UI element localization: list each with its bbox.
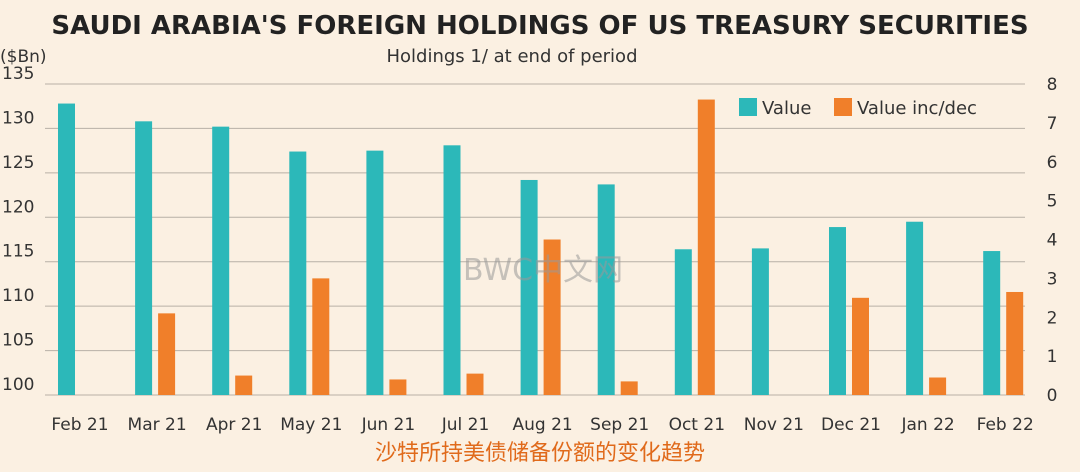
bar-inc-dec <box>235 375 253 395</box>
bar-value <box>58 103 75 395</box>
right-tick-label: 8 <box>1047 75 1058 95</box>
bars <box>58 99 1024 396</box>
right-tick-label: 3 <box>1047 269 1058 289</box>
bar-inc-dec <box>852 297 869 395</box>
chart-subtitle: Holdings 1/ at end of period <box>387 46 638 67</box>
bar-value <box>597 184 615 395</box>
right-tick-label: 6 <box>1047 153 1058 173</box>
left-tick-label: 110 <box>2 286 34 306</box>
bar-inc-dec <box>466 373 484 395</box>
right-tick-label: 5 <box>1047 192 1058 212</box>
right-tick-label: 1 <box>1047 347 1058 367</box>
category-label: Sep 21 <box>590 415 649 435</box>
bar-inc-dec <box>389 379 407 395</box>
right-tick-label: 7 <box>1047 114 1058 134</box>
bar-inc-dec <box>158 313 176 395</box>
bar-inc-dec <box>1006 291 1024 395</box>
left-axis-unit: ($Bn) <box>0 47 47 67</box>
bar-inc-dec <box>620 381 638 395</box>
right-tick-label: 2 <box>1047 308 1058 328</box>
category-label: Jun 21 <box>361 415 416 435</box>
legend-label-value: Value <box>762 98 811 119</box>
bar-value <box>906 221 924 395</box>
category-label: Jul 21 <box>441 415 490 435</box>
category-label: Aug 21 <box>512 415 572 435</box>
bar-value <box>212 126 230 395</box>
watermark: BWC中文网 <box>463 253 623 288</box>
left-tick-label: 100 <box>2 375 34 395</box>
bar-value <box>829 227 846 395</box>
left-tick-label: 120 <box>2 197 34 217</box>
category-label: Mar 21 <box>128 415 187 435</box>
legend-swatch-incdec <box>834 98 852 116</box>
caption: 沙特所持美债储备份额的变化趋势 <box>375 441 705 466</box>
category-label: May 21 <box>280 415 342 435</box>
category-label: Nov 21 <box>744 415 804 435</box>
bar-value <box>366 150 384 395</box>
legend: Value Value inc/dec <box>739 98 977 119</box>
bar-inc-dec <box>543 239 561 395</box>
left-tick-label: 105 <box>2 331 34 351</box>
left-axis-ticks: 100 105 110 115 120 125 130 135 <box>2 64 34 395</box>
bar-value <box>135 121 153 395</box>
left-tick-label: 130 <box>2 108 34 128</box>
bar-inc-dec <box>929 377 947 395</box>
bar-value <box>520 179 538 395</box>
category-label: Jan 22 <box>900 415 954 435</box>
left-tick-label: 135 <box>2 64 34 84</box>
bar-inc-dec <box>697 99 715 396</box>
bar-inc-dec <box>312 278 330 395</box>
bar-value <box>443 145 461 395</box>
chart-title: SAUDI ARABIA'S FOREIGN HOLDINGS OF US TR… <box>51 11 1028 41</box>
bar-value <box>751 248 769 395</box>
right-tick-label: 0 <box>1047 386 1058 406</box>
category-label: Feb 21 <box>51 415 108 435</box>
legend-label-incdec: Value inc/dec <box>857 98 977 119</box>
bar-value <box>983 251 1001 395</box>
right-tick-label: 4 <box>1047 231 1058 251</box>
bar-value <box>289 151 307 395</box>
legend-swatch-value <box>739 98 757 116</box>
category-labels: Feb 21 Mar 21 Apr 21 May 21 Jun 21 Jul 21 Aug … <box>51 415 1033 435</box>
bar-value <box>674 249 692 395</box>
category-label: Feb 22 <box>977 415 1034 435</box>
category-label: Apr 21 <box>206 415 262 435</box>
left-tick-label: 125 <box>2 153 34 173</box>
left-tick-label: 115 <box>2 242 34 262</box>
category-label: Oct 21 <box>669 415 725 435</box>
category-label: Dec 21 <box>821 415 881 435</box>
right-axis-ticks: 0 1 2 3 4 5 6 7 8 <box>1047 75 1058 406</box>
